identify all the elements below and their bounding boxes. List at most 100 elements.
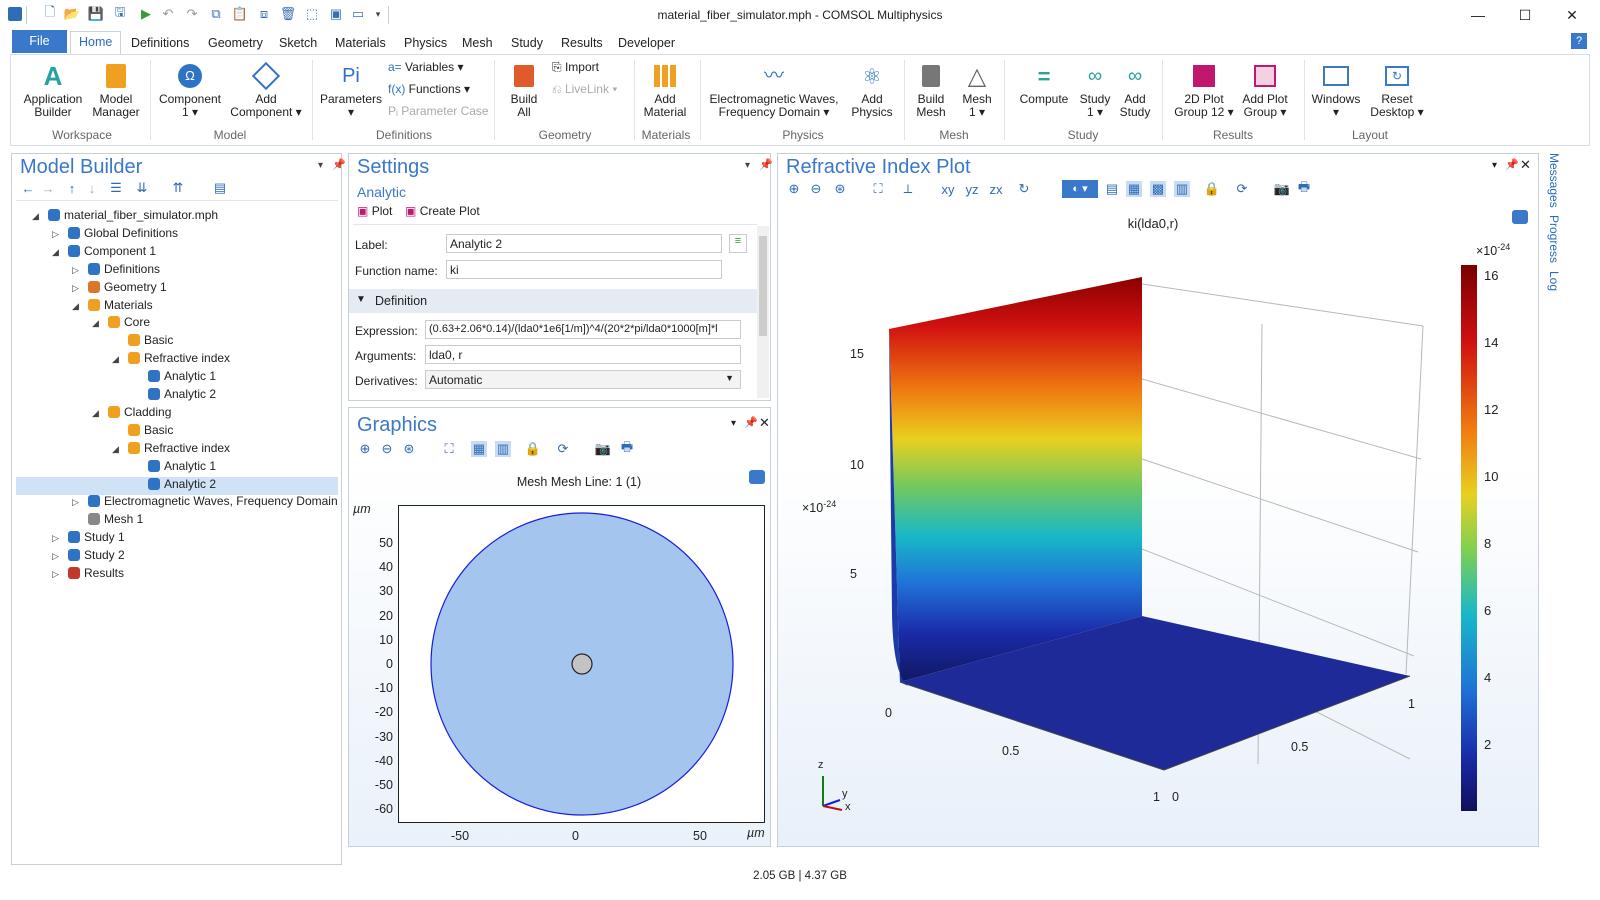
collapsed-arrow-icon[interactable]: ▷ <box>72 282 79 293</box>
tree-node[interactable]: ◢ Cladding <box>16 405 338 423</box>
help-button[interactable]: ? <box>1571 33 1587 49</box>
tree-node[interactable]: ◢ Materials <box>16 298 338 316</box>
tab-definitions[interactable]: Definitions <box>131 36 190 50</box>
close-panel-icon[interactable]: ✕ <box>759 415 770 430</box>
collapsed-arrow-icon[interactable]: ▷ <box>52 533 59 544</box>
light-button[interactable]: ◐ ▾ <box>1062 180 1098 198</box>
redo-icon[interactable]: ↷ <box>186 6 198 21</box>
tree-node[interactable]: ◢ material_fiber_simulator.mph <box>16 208 338 226</box>
tab-physics[interactable]: Physics <box>404 36 448 50</box>
save-icon[interactable]: 💾 <box>87 6 105 21</box>
zoom-extents-icon[interactable]: ⛶ <box>873 181 883 196</box>
mesh1-button[interactable]: △ Mesh 1 ▾ <box>954 62 1000 119</box>
wireframe-icon[interactable]: ▩ <box>1150 181 1166 197</box>
zoom-box-icon[interactable]: ⊛ <box>834 181 846 196</box>
collapsed-arrow-icon[interactable]: ▷ <box>52 551 59 562</box>
pin-icon[interactable]: 📌 <box>332 159 346 171</box>
paste-icon[interactable]: 📋 <box>231 6 249 21</box>
expanded-arrow-icon[interactable]: ◢ <box>72 300 79 311</box>
zoom-out-icon[interactable]: ⊖ <box>810 181 822 196</box>
open-folder-icon[interactable]: 📂 <box>63 6 81 21</box>
plot-button[interactable]: ▣ Plot <box>357 204 392 218</box>
collapsed-arrow-icon[interactable]: ▷ <box>52 228 59 239</box>
application-builder-button[interactable]: A Application Builder <box>18 62 88 119</box>
tree-node[interactable]: ◢ Core <box>16 315 338 333</box>
collapse-icon[interactable]: ⇊ <box>136 180 148 195</box>
tab-results[interactable]: Results <box>561 36 603 50</box>
duplicate-icon[interactable]: ⧈ <box>259 6 269 21</box>
tab-developer[interactable]: Developer <box>618 36 675 50</box>
tab-mesh[interactable]: Mesh <box>462 36 493 50</box>
save-as-icon[interactable]: 🖫 <box>114 4 126 19</box>
view-icon[interactable] <box>1512 210 1528 224</box>
new-file-icon[interactable]: 🗋 <box>44 4 56 19</box>
plot-group-button[interactable]: 2D Plot Group 12 ▾ <box>1166 62 1242 119</box>
scene-light-icon[interactable]: ▤ <box>1105 181 1119 196</box>
move-down-icon[interactable]: ↓ <box>88 180 96 196</box>
move-up-icon[interactable]: ↑ <box>68 180 76 196</box>
add-study-button[interactable]: ∞ Add Study <box>1110 62 1160 119</box>
print-icon[interactable]: 🖶 <box>1297 179 1311 194</box>
zoom-out-icon[interactable]: ⊖ <box>381 441 393 456</box>
expand-icon[interactable]: ⇈ <box>172 180 184 195</box>
parameter-case-button[interactable]: Pᵢ Parameter Case <box>388 104 489 118</box>
tree-node[interactable]: Analytic 2 <box>16 387 338 405</box>
grid-icon[interactable]: ▦ <box>1126 181 1142 197</box>
tab-geometry[interactable]: Geometry <box>208 36 263 50</box>
axis-orientation-icon[interactable]: ⟂ <box>903 181 913 196</box>
customize-dropdown-icon[interactable]: ▾ <box>375 8 381 19</box>
tab-materials[interactable]: Materials <box>335 36 386 50</box>
expanded-arrow-icon[interactable]: ◢ <box>112 443 119 454</box>
tree-node[interactable]: ▷ Definitions <box>16 262 338 280</box>
expanded-arrow-icon[interactable]: ◢ <box>32 211 39 221</box>
tree-node[interactable]: ◢ Refractive index <box>16 441 338 459</box>
close-button[interactable]: ✕ <box>1566 6 1578 23</box>
create-plot-button[interactable]: ▣ Create Plot <box>405 204 480 218</box>
tab-study[interactable]: Study <box>511 36 543 50</box>
maximize-button[interactable]: ☐ <box>1518 6 1532 23</box>
messages-tab[interactable]: Messages <box>1547 153 1561 208</box>
comment-icon[interactable]: ≡ <box>729 234 747 253</box>
arguments-input[interactable]: lda0, r <box>425 345 741 364</box>
minimize-button[interactable]: — <box>1471 7 1485 23</box>
function-name-input[interactable]: ki <box>446 260 722 279</box>
file-menu[interactable]: File <box>12 30 67 53</box>
rotate-view-icon[interactable]: ⟳ <box>1236 181 1248 196</box>
axis-icon[interactable]: ▥ <box>1174 181 1190 197</box>
tree-node[interactable]: Mesh 1 <box>16 512 338 530</box>
zoom-in-icon[interactable]: ⊕ <box>359 441 371 456</box>
view-icon[interactable] <box>749 470 765 484</box>
panel-menu-icon[interactable]: ▾ <box>318 160 324 171</box>
undo-icon[interactable]: ↶ <box>162 6 174 21</box>
print-icon[interactable]: 🖶 <box>620 439 634 454</box>
add-material-button[interactable]: Add Material <box>638 62 692 119</box>
functions-button[interactable]: f(x) Functions ▾ <box>388 82 470 96</box>
tree-node[interactable]: Analytic 2 <box>16 476 338 495</box>
model-manager-button[interactable]: Model Manager <box>86 62 146 119</box>
lock-icon[interactable]: 🔒 <box>524 441 542 456</box>
tree-node[interactable]: Analytic 1 <box>16 459 338 477</box>
progress-tab[interactable]: Progress <box>1547 215 1561 264</box>
expanded-arrow-icon[interactable]: ◢ <box>92 318 99 329</box>
build-all-button[interactable]: Build All <box>500 62 548 119</box>
panel-menu-icon[interactable]: ▾ <box>731 418 737 429</box>
rotate-icon[interactable]: ↻ <box>1018 181 1030 196</box>
tree-node[interactable]: Basic <box>16 423 338 441</box>
build-mesh-button[interactable]: Build Mesh <box>908 62 954 119</box>
camera-icon[interactable]: 📷 <box>1273 181 1291 196</box>
derivatives-select[interactable]: Automatic ▼ <box>425 370 741 389</box>
import-button[interactable]: ⎘ Import <box>552 60 599 75</box>
xy-view-icon[interactable]: xy <box>941 181 955 197</box>
tree-node[interactable]: Analytic 1 <box>16 369 338 387</box>
collapsed-arrow-icon[interactable]: ▷ <box>72 497 79 508</box>
tree-node[interactable]: ▷ Geometry 1 <box>16 280 338 298</box>
add-component-button[interactable]: Add Component ▾ <box>226 61 306 119</box>
tab-sketch[interactable]: Sketch <box>279 36 318 50</box>
expanded-arrow-icon[interactable]: ◢ <box>52 246 59 257</box>
compute-button[interactable]: = Compute <box>1008 62 1080 106</box>
rotate-icon[interactable]: ⟳ <box>557 441 569 456</box>
tree-node[interactable]: ▷ Study 2 <box>16 548 338 566</box>
tree-node[interactable]: Basic <box>16 333 338 351</box>
expanded-arrow-icon[interactable]: ◢ <box>112 354 119 365</box>
pin-icon[interactable]: 📌 <box>744 417 758 429</box>
